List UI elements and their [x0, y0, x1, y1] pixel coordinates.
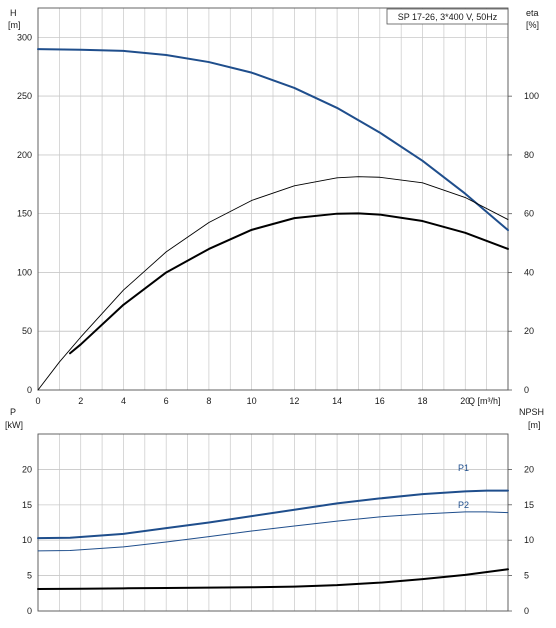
plot-frame	[37, 7, 509, 391]
series-curve	[37, 176, 509, 391]
p-axis-unit: [kW]	[5, 420, 23, 430]
left-tick-label: 300	[17, 32, 32, 42]
left-tick-label: 50	[22, 326, 32, 336]
p1-series-label: P1	[458, 463, 469, 473]
x-tick-label: 10	[247, 396, 257, 406]
left-tick-label: 15	[22, 500, 32, 510]
right-tick-label: 100	[524, 91, 539, 101]
p2-series-label: P2	[458, 500, 469, 510]
x-tick-label: 8	[206, 396, 211, 406]
left-tick-label: 20	[22, 464, 32, 474]
eta-axis-label: eta	[526, 8, 539, 18]
plot-frames	[37, 7, 512, 612]
x-tick-label: 2	[78, 396, 83, 406]
left-tick-label: 10	[22, 535, 32, 545]
series-curve	[37, 511, 509, 552]
right-tick-label: 10	[524, 535, 534, 545]
right-tick-label: 0	[524, 385, 529, 395]
right-tick-label: 20	[524, 464, 534, 474]
plot-frame	[37, 433, 509, 612]
left-tick-label: 250	[17, 91, 32, 101]
right-tick-label: 5	[524, 571, 529, 581]
x-tick-label: 16	[375, 396, 385, 406]
left-tick-label: 0	[27, 385, 32, 395]
series-curve	[37, 568, 509, 591]
chart-title: SP 17-26, 3*400 V, 50Hz	[398, 12, 498, 22]
grid-lines	[37, 8, 509, 612]
left-tick-label: 150	[17, 209, 32, 219]
x-tick-label: 18	[418, 396, 428, 406]
p-axis-label: P	[10, 407, 16, 417]
h-axis-label: H	[10, 8, 17, 18]
x-tick-label: 12	[289, 396, 299, 406]
x-tick-label: 4	[121, 396, 126, 406]
left-tick-label: 0	[27, 606, 32, 616]
left-tick-label: 5	[27, 571, 32, 581]
eta-axis-unit: [%]	[526, 20, 539, 30]
x-tick-label: 20	[460, 396, 470, 406]
x-tick-label: 6	[164, 396, 169, 406]
left-tick-label: 200	[17, 150, 32, 160]
title-box	[386, 8, 509, 25]
series-curve	[37, 48, 509, 232]
q-axis-label: Q [m³/h]	[468, 396, 501, 406]
npsh-axis-label: NPSH	[519, 407, 544, 417]
right-tick-label: 0	[524, 606, 529, 616]
series-curve	[69, 212, 509, 355]
right-tick-label: 40	[524, 267, 534, 277]
right-tick-label: 20	[524, 326, 534, 336]
x-tick-label: 0	[35, 396, 40, 406]
series-curve	[37, 489, 509, 540]
left-tick-label: 100	[17, 267, 32, 277]
x-tick-label: 14	[332, 396, 342, 406]
right-tick-label: 15	[524, 500, 534, 510]
right-tick-label: 60	[524, 209, 534, 219]
h-axis-unit: [m]	[8, 20, 21, 30]
right-tick-label: 80	[524, 150, 534, 160]
npsh-axis-unit: [m]	[528, 420, 541, 430]
performance-curves	[37, 48, 509, 591]
